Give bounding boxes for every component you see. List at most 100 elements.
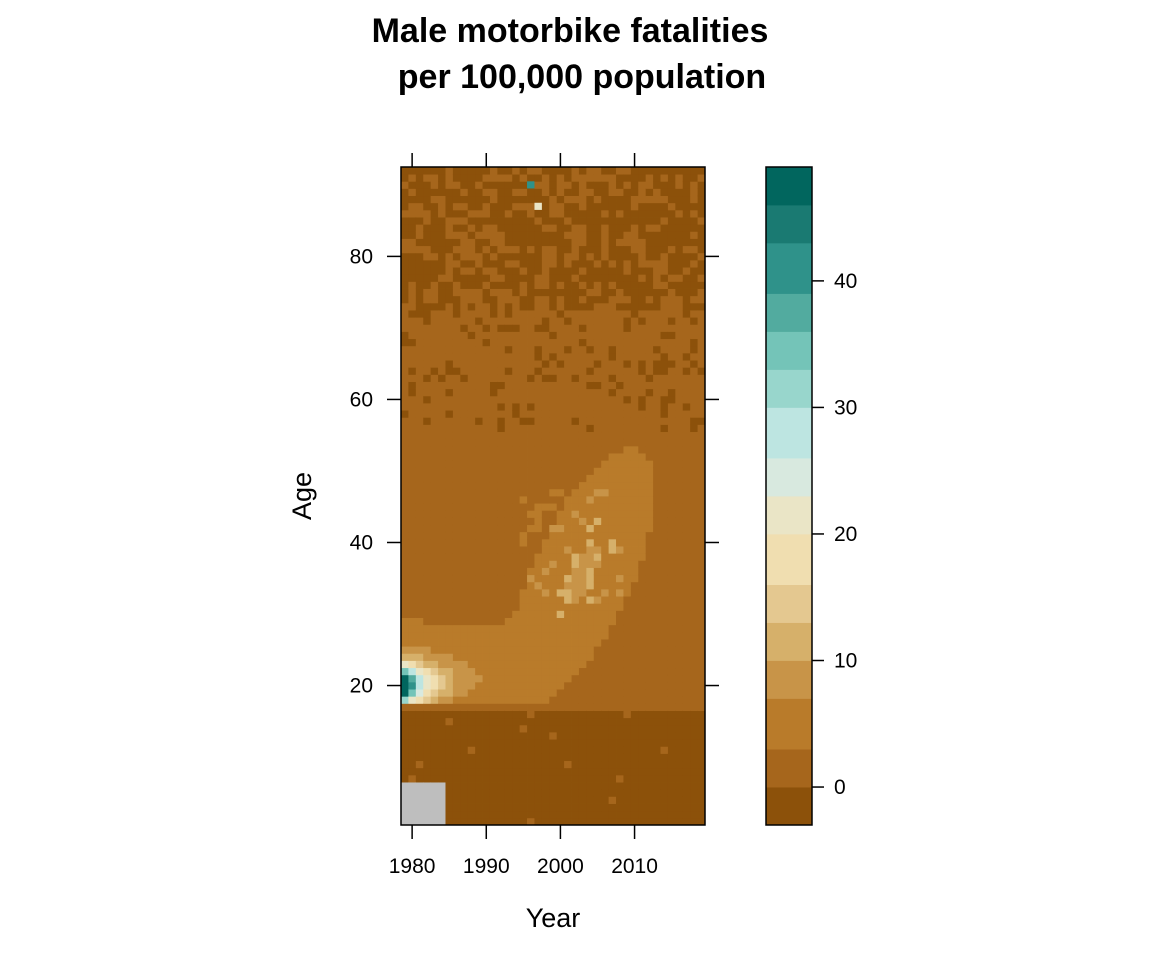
- heat-cell: [630, 310, 639, 318]
- heat-cell: [534, 252, 543, 261]
- heat-cell: [638, 345, 647, 354]
- heat-cell: [564, 331, 572, 340]
- heat-cell: [475, 560, 483, 568]
- heat-cell: [512, 703, 521, 711]
- heat-cell: [645, 453, 654, 461]
- heat-cell: [645, 803, 654, 812]
- heat-cell: [423, 610, 432, 618]
- heat-cell: [608, 209, 617, 218]
- heat-cell: [578, 739, 587, 747]
- heat-cell: [401, 610, 409, 618]
- heat-cell: [586, 217, 595, 225]
- heat-cell: [475, 238, 483, 247]
- heat-cell: [438, 481, 446, 490]
- heat-cell: [653, 746, 661, 754]
- heat-cell: [504, 431, 513, 440]
- heat-cell: [549, 345, 558, 354]
- heat-cell: [667, 331, 676, 340]
- heat-cell: [623, 803, 632, 812]
- heat-cell: [638, 639, 647, 647]
- heat-cell: [401, 267, 409, 275]
- heat-cell: [452, 445, 461, 454]
- heat-cell: [571, 274, 580, 282]
- heat-cell: [571, 288, 580, 297]
- heat-cell: [519, 660, 528, 669]
- heat-cell: [645, 610, 654, 618]
- heat-cell: [482, 345, 491, 354]
- heat-cell: [549, 560, 558, 568]
- heat-cell: [438, 796, 446, 804]
- heat-cell: [519, 782, 528, 790]
- heat-cell: [608, 174, 617, 182]
- x-tick-label: 2000: [537, 855, 584, 878]
- heat-cell: [653, 403, 661, 411]
- heat-cell: [415, 167, 424, 175]
- heat-cell: [697, 445, 706, 454]
- heat-cell: [578, 624, 587, 633]
- heat-cell: [571, 374, 580, 382]
- heat-cell: [489, 209, 498, 218]
- heat-cell: [660, 202, 669, 211]
- heat-cell: [608, 224, 617, 232]
- heat-cell: [586, 782, 595, 790]
- heat-cell: [445, 295, 454, 304]
- heat-cell: [697, 567, 706, 576]
- heat-cell: [415, 395, 424, 404]
- heat-cell: [401, 753, 409, 762]
- heat-cell: [519, 631, 528, 640]
- heat-cell: [467, 674, 476, 683]
- heat-cell: [475, 224, 483, 232]
- heat-cell: [534, 531, 543, 540]
- heat-cell: [645, 817, 654, 826]
- heat-cell: [690, 453, 698, 461]
- heat-cell: [667, 653, 676, 661]
- heat-cell: [564, 217, 572, 225]
- heat-cell: [519, 338, 528, 347]
- heat-cell: [549, 453, 558, 461]
- heat-cell: [601, 231, 610, 239]
- heat-cell: [497, 460, 506, 468]
- heat-cell: [593, 374, 602, 382]
- heat-cell: [682, 782, 691, 790]
- heat-cell: [541, 538, 550, 547]
- heat-cell: [512, 717, 521, 726]
- heat-cell: [452, 724, 461, 733]
- heat-cell: [408, 245, 417, 254]
- heat-cell: [682, 360, 691, 368]
- heat-cell: [534, 760, 543, 769]
- heat-cell: [534, 689, 543, 697]
- heat-cell: [571, 510, 580, 518]
- heat-cell: [401, 360, 409, 368]
- heat-cell: [564, 317, 572, 325]
- heat-cell: [697, 395, 706, 404]
- heat-cell: [653, 367, 661, 375]
- heat-cell: [586, 310, 595, 318]
- heat-cell: [697, 324, 706, 332]
- heat-cell: [408, 438, 417, 447]
- heat-cell: [586, 474, 595, 483]
- heat-cell: [645, 717, 654, 726]
- heat-cell: [534, 767, 543, 776]
- heat-cell: [549, 324, 558, 332]
- heat-cell: [438, 696, 446, 704]
- heat-cell: [423, 352, 432, 361]
- heat-cell: [556, 252, 565, 261]
- heat-cell: [467, 245, 476, 254]
- heat-cell: [467, 574, 476, 583]
- heat-cell: [489, 796, 498, 804]
- heat-cell: [534, 360, 543, 368]
- heat-cell: [445, 367, 454, 375]
- heat-cell: [586, 689, 595, 697]
- heat-cell: [549, 588, 558, 597]
- heat-cell: [467, 231, 476, 239]
- heat-cell: [534, 639, 543, 647]
- heat-cell: [690, 202, 698, 211]
- heat-cell: [667, 367, 676, 375]
- heat-cell: [667, 188, 676, 197]
- heat-cell: [578, 803, 587, 812]
- heat-cell: [601, 338, 610, 347]
- heat-cell: [430, 217, 439, 225]
- heat-cell: [586, 531, 595, 540]
- heat-cell: [423, 703, 432, 711]
- heat-cell: [645, 531, 654, 540]
